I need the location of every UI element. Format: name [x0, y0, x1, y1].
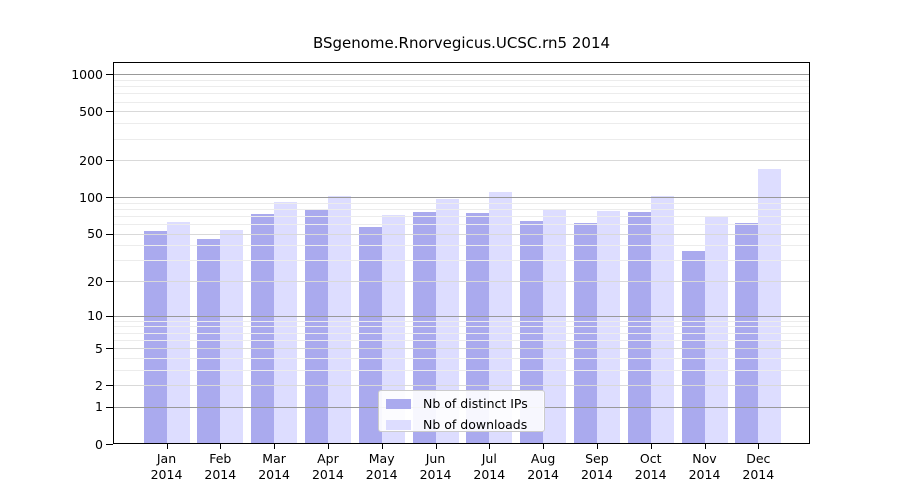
x-tick-label-sep: Sep 2014 [580, 451, 613, 482]
gridline-200 [114, 160, 809, 162]
bar-ips-may [358, 226, 382, 444]
y-tick-mark-200 [106, 160, 113, 162]
x-tick-label-jan: Jan 2014 [150, 451, 183, 482]
x-tick-label-mar: Mar 2014 [258, 451, 290, 482]
y-tick-mark-100 [106, 197, 113, 199]
gridline-minor [114, 123, 809, 125]
x-tick-label-jun: Jun 2014 [419, 451, 452, 482]
x-tick-mark-feb [220, 444, 222, 449]
x-tick-mark-jun [435, 444, 437, 449]
x-tick-mark-dec [758, 444, 760, 449]
y-tick-mark-500 [106, 111, 113, 113]
gridline-2 [114, 385, 809, 387]
bar-ips-oct [627, 212, 651, 444]
gridline-minor [114, 138, 809, 140]
y-tick-mark-10 [106, 315, 113, 317]
bar-ips-aug [520, 220, 544, 444]
y-tick-mark-50 [106, 233, 113, 235]
bar-ips-nov [681, 250, 705, 444]
x-tick-mark-mar [274, 444, 276, 449]
gridline-minor [114, 208, 809, 210]
y-tick-label-10: 10 [87, 308, 103, 324]
bar-downloads-jul [489, 191, 513, 444]
x-tick-mark-apr [327, 444, 329, 449]
x-tick-label-feb: Feb 2014 [204, 451, 237, 482]
x-tick-label-jul: Jul 2014 [473, 451, 506, 482]
gridline-minor [114, 245, 809, 247]
y-tick-label-50: 50 [87, 226, 103, 242]
bar-ips-jul [466, 212, 490, 444]
chart-title: BSgenome.Rnorvegicus.UCSC.rn5 2014 [312, 34, 611, 52]
gridline-minor [114, 339, 809, 341]
y-tick-mark-1 [106, 406, 113, 408]
legend: Nb of distinct IPs Nb of downloads [378, 390, 545, 432]
y-tick-mark-1000 [106, 74, 113, 76]
gridline-minor [114, 357, 809, 359]
y-tick-label-0: 0 [95, 436, 103, 452]
legend-swatch-distinct-ips [386, 398, 411, 409]
x-tick-mark-sep [596, 444, 598, 449]
bar-downloads-dec [758, 168, 782, 444]
legend-item-distinct-ips: Nb of distinct IPs [386, 395, 544, 412]
x-tick-mark-may [381, 444, 383, 449]
y-tick-label-20: 20 [87, 273, 103, 289]
y-tick-label-500: 500 [79, 103, 103, 119]
x-tick-label-apr: Apr 2014 [311, 451, 344, 482]
gridline-minor [114, 369, 809, 371]
legend-item-downloads: Nb of downloads [386, 416, 544, 433]
legend-label-downloads: Nb of downloads [423, 416, 528, 432]
x-tick-mark-oct [650, 444, 652, 449]
x-tick-label-nov: Nov 2014 [688, 451, 721, 482]
y-tick-mark-2 [106, 385, 113, 387]
bar-downloads-may [381, 215, 405, 444]
gridline-minor [114, 320, 809, 322]
x-tick-mark-jan [166, 444, 168, 449]
gridline-5 [114, 348, 809, 350]
y-tick-label-2: 2 [95, 377, 103, 393]
gridline-minor [114, 224, 809, 225]
y-tick-mark-20 [106, 281, 113, 283]
legend-swatch-downloads [386, 419, 411, 430]
gridline-minor [114, 79, 809, 81]
x-tick-label-may: May 2014 [365, 451, 398, 482]
gridline-500 [114, 111, 809, 113]
bar-downloads-oct [650, 196, 674, 444]
y-tick-mark-0 [106, 444, 113, 445]
y-tick-label-100: 100 [79, 189, 103, 205]
x-tick-label-oct: Oct 2014 [634, 451, 667, 482]
bar-downloads-apr [327, 195, 351, 444]
gridline-minor [114, 101, 809, 103]
gridline-minor [114, 93, 809, 95]
x-tick-mark-jul [489, 444, 491, 449]
bar-downloads-feb [220, 229, 244, 444]
bar-downloads-nov [704, 217, 728, 444]
gridline-minor [114, 326, 809, 328]
y-tick-label-1: 1 [95, 399, 103, 415]
bar-downloads-mar [274, 202, 298, 444]
y-tick-mark-5 [106, 348, 113, 350]
gridline-minor [114, 86, 809, 88]
gridline-minor [114, 260, 809, 262]
gridline-minor [114, 202, 809, 204]
gridline-20 [114, 281, 809, 283]
gridline-minor [114, 332, 809, 334]
gridline-10 [114, 315, 809, 317]
bar-ips-jan [143, 230, 167, 444]
x-tick-mark-aug [543, 444, 545, 449]
x-tick-mark-nov [704, 444, 706, 449]
y-tick-label-5: 5 [95, 340, 103, 356]
gridline-50 [114, 233, 809, 235]
x-tick-label-aug: Aug 2014 [527, 451, 559, 482]
bar-ips-mar [251, 214, 275, 444]
y-tick-label-200: 200 [79, 152, 103, 168]
x-tick-label-dec: Dec 2014 [742, 451, 775, 482]
gridline-1000 [114, 74, 809, 76]
y-tick-label-1000: 1000 [71, 66, 103, 82]
bar-ips-feb [197, 239, 221, 444]
gridline-100 [114, 197, 809, 199]
legend-label-distinct-ips: Nb of distinct IPs [423, 395, 528, 411]
gridline-minor [114, 215, 809, 217]
